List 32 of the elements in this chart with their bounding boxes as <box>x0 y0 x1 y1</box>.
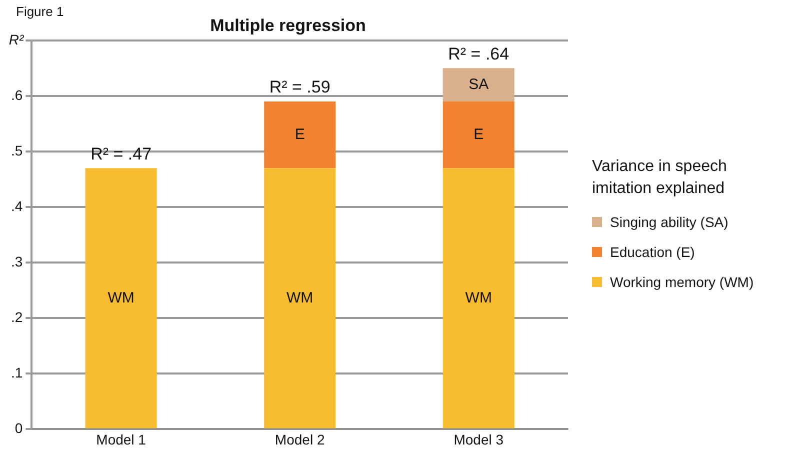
data-label: WM <box>108 289 134 306</box>
bar <box>442 101 514 168</box>
total-label: R² = .59 <box>269 78 330 97</box>
total-label: R² = .64 <box>448 44 510 64</box>
legend-label: Education (E) <box>610 244 695 260</box>
x-tick-label: Model 1 <box>96 431 146 448</box>
y-tick-label: .3 <box>10 253 23 270</box>
data-label: E <box>294 126 305 143</box>
bar <box>442 168 514 428</box>
data-label: WM <box>465 289 492 306</box>
total-label: R² = .47 <box>90 144 152 164</box>
bar <box>85 168 157 428</box>
legend-label: Singing ability (SA) <box>610 214 728 230</box>
y-tick-label: .2 <box>10 308 23 325</box>
y-tick-label: .5 <box>10 142 23 158</box>
chart-title: Multiple regression <box>210 16 366 35</box>
bar <box>264 168 336 428</box>
y-tick-label: .6 <box>10 86 23 103</box>
y-axis-title: R² <box>8 31 26 48</box>
data-label: WM <box>286 289 314 306</box>
y-tick-label: 0 <box>14 420 23 436</box>
x-tick-label: Model 2 <box>274 431 325 448</box>
y-tick-label: .4 <box>10 198 23 214</box>
bar <box>264 101 336 168</box>
bar <box>442 68 514 102</box>
data-label: E <box>474 126 484 143</box>
data-label: SA <box>468 76 489 93</box>
caption: Figure 1 <box>16 4 64 19</box>
x-tick-label: Model 3 <box>454 431 504 448</box>
legend-title: Variance in speech imitation explained <box>592 157 728 199</box>
legend-label: Working memory (WM) <box>610 274 754 290</box>
y-tick-label: .1 <box>10 364 23 381</box>
